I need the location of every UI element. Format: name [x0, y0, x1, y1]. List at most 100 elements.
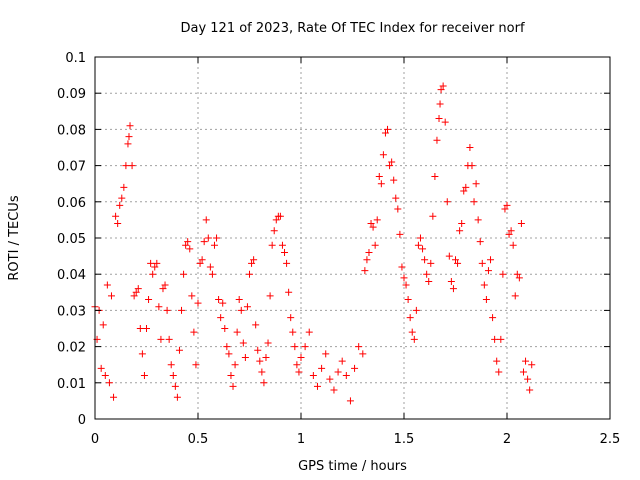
- data-point: [466, 144, 474, 151]
- x-axis-label: GPS time / hours: [298, 459, 407, 474]
- y-tick-label: 0.02: [57, 341, 86, 356]
- data-point: [371, 241, 379, 249]
- data-point: [355, 343, 363, 351]
- data-point: [474, 216, 482, 224]
- data-point: [351, 364, 359, 372]
- data-point: [330, 386, 338, 394]
- data-point: [503, 201, 511, 209]
- data-point: [97, 364, 105, 372]
- data-point: [526, 386, 534, 394]
- data-point: [283, 259, 291, 267]
- data-point: [155, 303, 163, 311]
- y-tick-label: 0.05: [57, 232, 86, 247]
- data-point: [128, 162, 136, 170]
- data-point: [264, 339, 272, 347]
- data-point: [227, 372, 235, 380]
- data-point: [175, 346, 183, 354]
- data-point: [454, 259, 462, 267]
- data-point: [443, 198, 451, 206]
- data-point: [122, 162, 130, 170]
- data-point: [472, 180, 480, 188]
- ticks-layer: 0 0.5 1 1.5 2 2.5 0 0.01 0.02 0.03 0.04 0.05 0.06 0.0…: [57, 51, 620, 447]
- data-point: [107, 292, 115, 300]
- data-point: [169, 372, 177, 380]
- data-point: [515, 274, 523, 282]
- data-point: [501, 205, 509, 213]
- data-point: [217, 314, 225, 322]
- data-point: [219, 299, 227, 307]
- data-point: [248, 259, 256, 267]
- data-point: [334, 368, 342, 376]
- data-point: [301, 343, 309, 351]
- data-point: [159, 285, 167, 293]
- data-point: [126, 122, 134, 130]
- y-tick-label: 0.01: [57, 377, 86, 392]
- data-point: [241, 353, 249, 361]
- data-point: [136, 325, 144, 332]
- data-point: [462, 183, 470, 191]
- data-point: [406, 314, 414, 322]
- data-point: [153, 259, 161, 267]
- y-axis-label: ROTI / TECUs: [7, 195, 22, 280]
- data-point: [138, 350, 146, 358]
- data-point: [167, 361, 175, 369]
- data-point: [243, 303, 251, 311]
- data-point: [427, 259, 435, 267]
- x-tick-label: 1.5: [394, 432, 415, 447]
- data-point: [116, 201, 124, 209]
- data-point: [458, 220, 466, 228]
- data-point: [519, 368, 527, 376]
- data-point: [377, 180, 385, 188]
- data-point: [369, 223, 377, 231]
- data-point: [497, 335, 505, 343]
- data-point: [431, 172, 439, 180]
- data-point: [412, 306, 420, 314]
- data-point: [190, 328, 198, 336]
- data-point: [480, 281, 488, 289]
- data-point: [186, 245, 194, 253]
- data-point: [433, 136, 441, 144]
- data-point: [511, 292, 519, 300]
- data-point: [478, 259, 486, 267]
- data-point: [151, 263, 159, 271]
- data-point: [200, 238, 208, 246]
- data-point: [210, 241, 218, 249]
- data-point: [192, 361, 200, 369]
- data-point: [266, 292, 274, 300]
- data-point: [143, 325, 150, 332]
- data-point: [281, 248, 289, 256]
- data-point: [206, 263, 214, 271]
- data-point: [223, 343, 231, 351]
- data-point: [408, 328, 416, 336]
- data-point: [367, 220, 375, 228]
- data-point: [484, 267, 492, 275]
- y-tick-label: 0.09: [57, 87, 86, 102]
- data-point: [361, 267, 369, 275]
- data-point: [285, 288, 293, 296]
- data-point: [270, 227, 278, 235]
- data-point: [188, 292, 196, 300]
- data-point: [493, 357, 501, 365]
- data-point: [398, 263, 406, 271]
- data-point: [313, 382, 321, 390]
- data-point: [390, 176, 398, 184]
- data-point: [470, 198, 478, 206]
- data-point: [194, 299, 202, 307]
- data-point: [161, 281, 169, 289]
- data-point: [276, 212, 284, 220]
- data-point: [125, 133, 133, 141]
- data-point: [120, 183, 128, 191]
- data-point: [373, 216, 381, 224]
- data-point: [524, 375, 532, 383]
- data-point: [202, 216, 210, 224]
- data-point: [180, 270, 188, 278]
- data-point: [260, 379, 268, 387]
- data-point: [489, 314, 497, 322]
- data-point: [513, 270, 521, 278]
- data-point: [258, 368, 266, 376]
- data-point: [132, 288, 140, 296]
- data-point: [262, 353, 270, 361]
- data-point: [101, 372, 109, 380]
- data-point: [441, 118, 449, 126]
